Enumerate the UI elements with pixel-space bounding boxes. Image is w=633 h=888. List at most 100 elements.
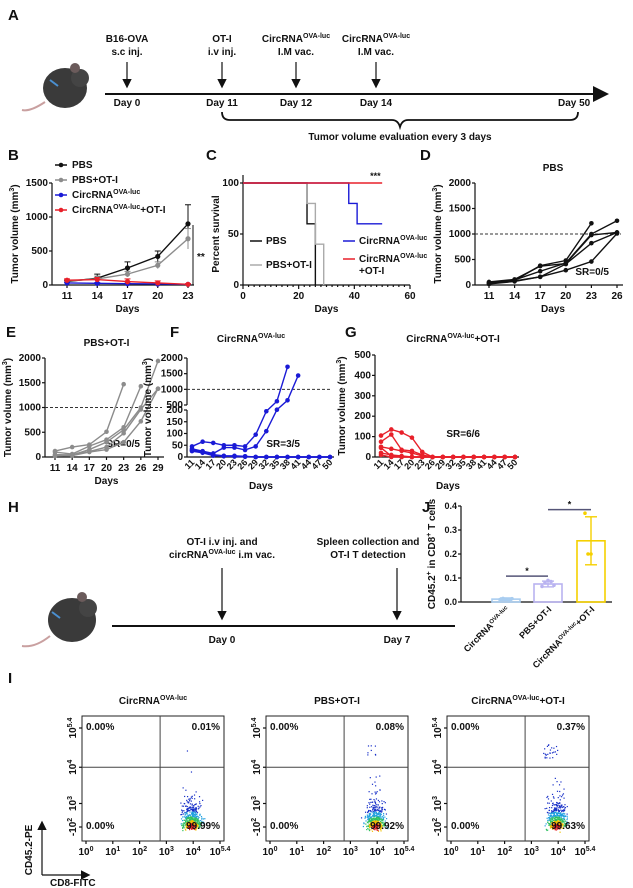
data-point [264,428,269,434]
y-tick-label: 1000 [161,384,184,395]
text-part: ) [337,356,348,359]
event-dot [196,826,198,828]
event-dot [383,808,386,810]
event-dot [544,756,546,758]
data-point [124,271,131,277]
event-dot [184,811,186,814]
text-part: 10 [78,847,90,858]
event-dot [182,816,184,818]
y-tick-label: 0.1 [444,573,457,583]
event-dot [372,824,374,826]
event-dot [382,819,384,821]
event-dot [380,807,383,809]
y-tick-label: 2000 [161,353,184,364]
event-dot [187,808,189,810]
superscript: 3 [142,361,149,365]
event-dot [194,809,197,811]
event-dot [368,820,370,822]
chart-B: 0 500 1000 1500 11 14 17 20 23 Days Tumor volume (… [9,160,205,315]
event-dot [374,781,376,783]
event-dot [186,795,189,798]
sr-annotation: SR=0/5 [106,439,140,450]
event-dot [547,829,549,831]
event-dot [547,817,550,819]
event-dot [566,819,568,821]
event-dot [557,822,559,825]
event-label2: I.M vac. [358,47,394,58]
event-dot [381,803,383,805]
event-dot [558,812,560,815]
event-dot [370,826,373,828]
event-dot [194,819,196,821]
event-dot [368,810,370,813]
event-dot [187,801,190,804]
y-tick-label: -102 [432,818,444,836]
text-part: PBS [72,160,93,171]
event-dot [559,795,561,797]
event-dot [383,822,385,824]
event-dot [183,810,185,812]
event-dot [369,817,371,819]
event-dot [548,806,551,809]
text-part: 10 [443,847,455,858]
event-dot [377,827,379,830]
event-dot [195,827,197,829]
event-dot [186,818,188,820]
data-point [210,440,216,446]
event-dot [374,803,377,805]
superscript: 0 [455,846,459,853]
event-dot [370,824,372,826]
text-part: 10 [575,847,587,858]
event-dot [373,826,375,828]
superscript: 5.4 [67,717,74,727]
event-dot [369,803,371,805]
data-point [104,429,109,435]
event-dot [555,818,558,821]
event-dot [564,825,566,827]
event-dot [196,823,198,826]
event-dot [378,824,380,826]
event-dot [371,811,373,813]
event-dot [192,824,194,826]
event-dot [379,828,382,831]
event-dot [367,822,369,824]
event-dot [187,818,190,820]
y-tick-label: 0 [177,452,183,463]
event-dot [549,814,552,816]
event-dot [188,824,190,827]
data-point [185,221,191,227]
text-part: 10 [524,847,536,858]
x-tick-label: 50 [505,457,519,471]
event-dot [180,823,182,825]
event-dot [555,826,558,828]
event-dot [563,809,566,812]
event-dot [556,790,559,792]
x-axis-label: Days [541,304,565,315]
text-part: 10 [433,727,444,739]
event-dot [555,821,557,823]
data-point [512,277,517,282]
superscript: 2 [432,818,439,822]
data-point [419,454,425,460]
event-dot [549,827,552,829]
event-dot [366,829,368,831]
event-dot [562,809,565,811]
data-point [104,447,109,452]
event-dot [553,826,555,829]
event-dot [557,797,559,799]
event-dot [375,811,377,814]
event-dot [378,801,381,803]
y-tick-label: 0 [42,280,48,291]
data-point [94,276,100,283]
event-dot [382,817,384,820]
event-dot [189,809,191,812]
event-dot [373,820,376,823]
event-dot [553,824,555,826]
data-point [481,454,487,460]
data-point [138,383,144,389]
event-dot [180,814,182,816]
x-tick-label: 101 [105,846,120,858]
y-tick-label: 100 [166,429,183,440]
event-dot [375,826,378,828]
